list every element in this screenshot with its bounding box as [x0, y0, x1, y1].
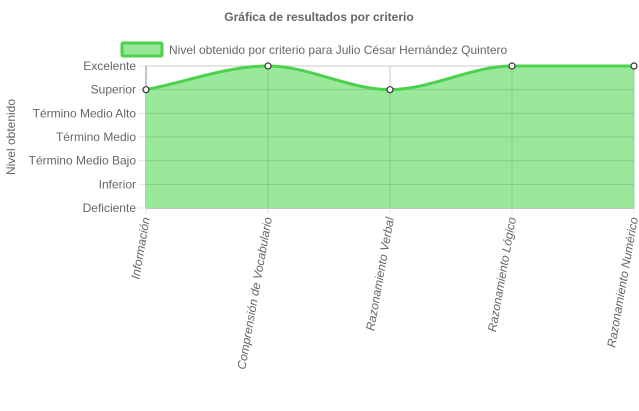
- x-tick-label: Información: [128, 216, 153, 280]
- data-point[interactable]: [142, 86, 150, 94]
- data-point[interactable]: [508, 62, 516, 70]
- y-tick-label: Excelente: [83, 59, 136, 73]
- legend-label: Nivel obtenido por criterio para Julio C…: [169, 43, 508, 57]
- x-tick-label: Razonamiento Verbal: [363, 216, 397, 332]
- legend-swatch: [120, 41, 164, 58]
- x-tick-label: Razonamiento Numérico: [604, 216, 639, 349]
- y-axis-label: Nivel obtenido: [4, 99, 18, 175]
- series-area-fill: [146, 66, 634, 208]
- y-tick-label: Inferior: [99, 177, 136, 191]
- x-tick-label: Comprensión de Vocabulario: [234, 216, 275, 371]
- y-tick-label: Superior: [91, 83, 136, 97]
- y-tick-label: Término Medio Alto: [33, 106, 137, 120]
- data-point[interactable]: [630, 62, 638, 70]
- y-tick-label: Deficiente: [83, 201, 137, 215]
- legend[interactable]: Nivel obtenido por criterio para Julio C…: [120, 41, 508, 58]
- data-point[interactable]: [386, 86, 394, 94]
- chart-title: Gráfica de resultados por criterio: [224, 10, 413, 24]
- x-tick-label: Razonamiento Lógico: [485, 216, 519, 333]
- y-tick-label: Término Medio Bajo: [29, 154, 137, 168]
- data-point[interactable]: [264, 62, 272, 70]
- y-tick-label: Término Medio: [56, 130, 136, 144]
